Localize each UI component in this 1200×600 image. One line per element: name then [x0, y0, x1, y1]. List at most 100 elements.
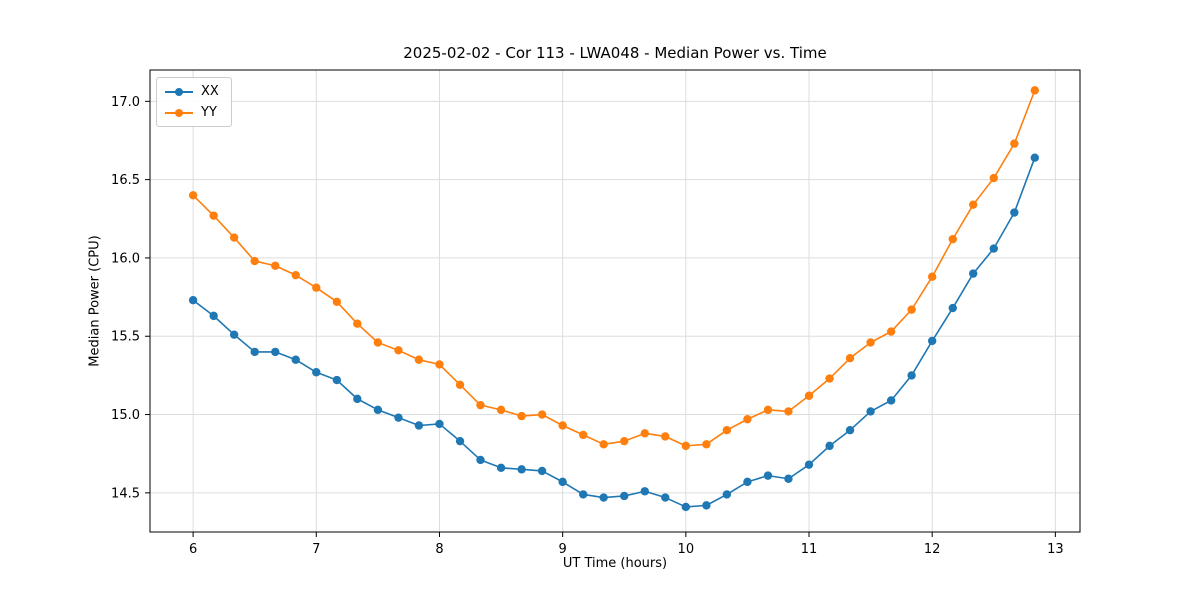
data-point-yy — [250, 256, 259, 266]
legend: XX YY — [156, 77, 232, 127]
data-point-yy — [312, 283, 321, 292]
data-point-yy — [825, 374, 834, 383]
data-point-xx — [291, 355, 300, 364]
legend-dot-icon — [175, 87, 183, 96]
data-point-xx — [948, 303, 957, 313]
data-point-yy — [784, 407, 793, 416]
data-point-yy — [291, 270, 300, 280]
data-point-xx — [353, 394, 362, 404]
data-point-xx — [537, 466, 547, 476]
data-point-xx — [969, 269, 978, 278]
data-point-xx — [927, 336, 937, 346]
data-point-yy — [579, 430, 588, 440]
data-point-yy — [414, 355, 424, 364]
data-point-yy — [989, 173, 998, 183]
data-point-yy — [743, 415, 752, 424]
legend-label-xx: XX — [201, 84, 219, 99]
data-point-xx — [804, 460, 814, 469]
data-point-yy — [455, 380, 465, 389]
data-point-xx — [476, 455, 485, 465]
data-point-yy — [435, 360, 444, 369]
axes-spines — [149, 69, 1081, 533]
legend-marker-xx — [165, 86, 193, 98]
data-point-yy — [620, 436, 629, 446]
data-point-yy — [209, 211, 218, 220]
data-point-yy — [332, 297, 342, 306]
x-tick-label: 13 — [1047, 542, 1064, 557]
data-point-xx — [886, 396, 896, 405]
data-point-yy — [907, 305, 916, 314]
data-point-xx — [517, 465, 526, 474]
data-point-xx — [681, 502, 691, 512]
data-point-xx — [763, 471, 773, 480]
data-point-yy — [804, 391, 814, 400]
data-point-yy — [558, 421, 567, 430]
data-point-xx — [250, 347, 259, 357]
data-point-xx — [722, 490, 732, 499]
x-axis-label: UT Time (hours) — [562, 556, 668, 571]
data-point-yy — [886, 327, 896, 336]
data-point-xx — [661, 493, 670, 502]
x-tick-label: 10 — [678, 542, 695, 557]
data-point-xx — [845, 426, 855, 435]
x-tick-label: 9 — [559, 542, 567, 557]
series-line-xx — [192, 156, 1036, 508]
data-point-yy — [271, 261, 280, 270]
data-point-xx — [866, 407, 875, 416]
data-point-yy — [394, 346, 403, 355]
data-point-yy — [476, 400, 485, 410]
legend-marker-yy — [165, 107, 193, 119]
data-point-yy — [845, 353, 855, 363]
data-point-xx — [640, 487, 650, 496]
data-point-yy — [866, 338, 875, 347]
legend-dot-icon — [175, 108, 183, 117]
y-tick-label: 16.0 — [111, 251, 140, 266]
data-point-yy — [229, 233, 239, 242]
data-point-xx — [455, 436, 465, 446]
data-point-xx — [373, 405, 383, 415]
data-point-yy — [537, 410, 547, 419]
legend-label-yy: YY — [201, 105, 217, 120]
chart-title: 2025-02-02 - Cor 113 - LWA048 - Median P… — [403, 44, 827, 62]
data-point-xx — [599, 493, 608, 502]
data-point-xx — [271, 347, 280, 357]
data-point-xx — [579, 490, 588, 499]
data-point-yy — [681, 441, 691, 451]
data-point-xx — [496, 463, 506, 472]
data-point-xx — [435, 419, 444, 429]
data-point-xx — [1030, 153, 1039, 162]
data-point-yy — [969, 200, 978, 209]
x-tick-label: 11 — [801, 542, 818, 557]
x-tick-label: 6 — [189, 542, 197, 557]
y-tick-label: 16.5 — [111, 173, 140, 188]
y-tick-label: 14.5 — [111, 486, 140, 501]
data-point-yy — [763, 405, 773, 415]
data-point-yy — [661, 432, 670, 441]
data-point-yy — [517, 411, 526, 421]
data-point-xx — [989, 244, 998, 253]
data-point-yy — [1010, 139, 1019, 148]
data-point-xx — [414, 421, 424, 430]
data-point-yy — [496, 405, 506, 415]
y-tick-label: 15.5 — [111, 330, 140, 345]
data-point-yy — [640, 429, 650, 438]
y-tick-label: 15.0 — [111, 408, 140, 423]
data-point-xx — [907, 371, 916, 380]
x-tick-label: 7 — [312, 542, 320, 557]
data-point-xx — [743, 477, 752, 487]
data-point-xx — [825, 441, 834, 451]
data-point-xx — [312, 368, 321, 377]
x-tick-label: 12 — [924, 542, 941, 557]
data-point-xx — [229, 330, 239, 339]
data-point-yy — [373, 338, 383, 347]
data-point-yy — [722, 426, 732, 435]
legend-item-yy: YY — [165, 105, 219, 120]
y-axis-label: Median Power (CPU) — [87, 235, 103, 367]
data-point-yy — [188, 191, 198, 200]
x-tick-label: 8 — [435, 542, 443, 557]
legend-item-xx: XX — [165, 84, 219, 99]
data-point-xx — [702, 501, 711, 510]
data-point-xx — [332, 375, 342, 385]
data-point-yy — [1030, 86, 1039, 95]
